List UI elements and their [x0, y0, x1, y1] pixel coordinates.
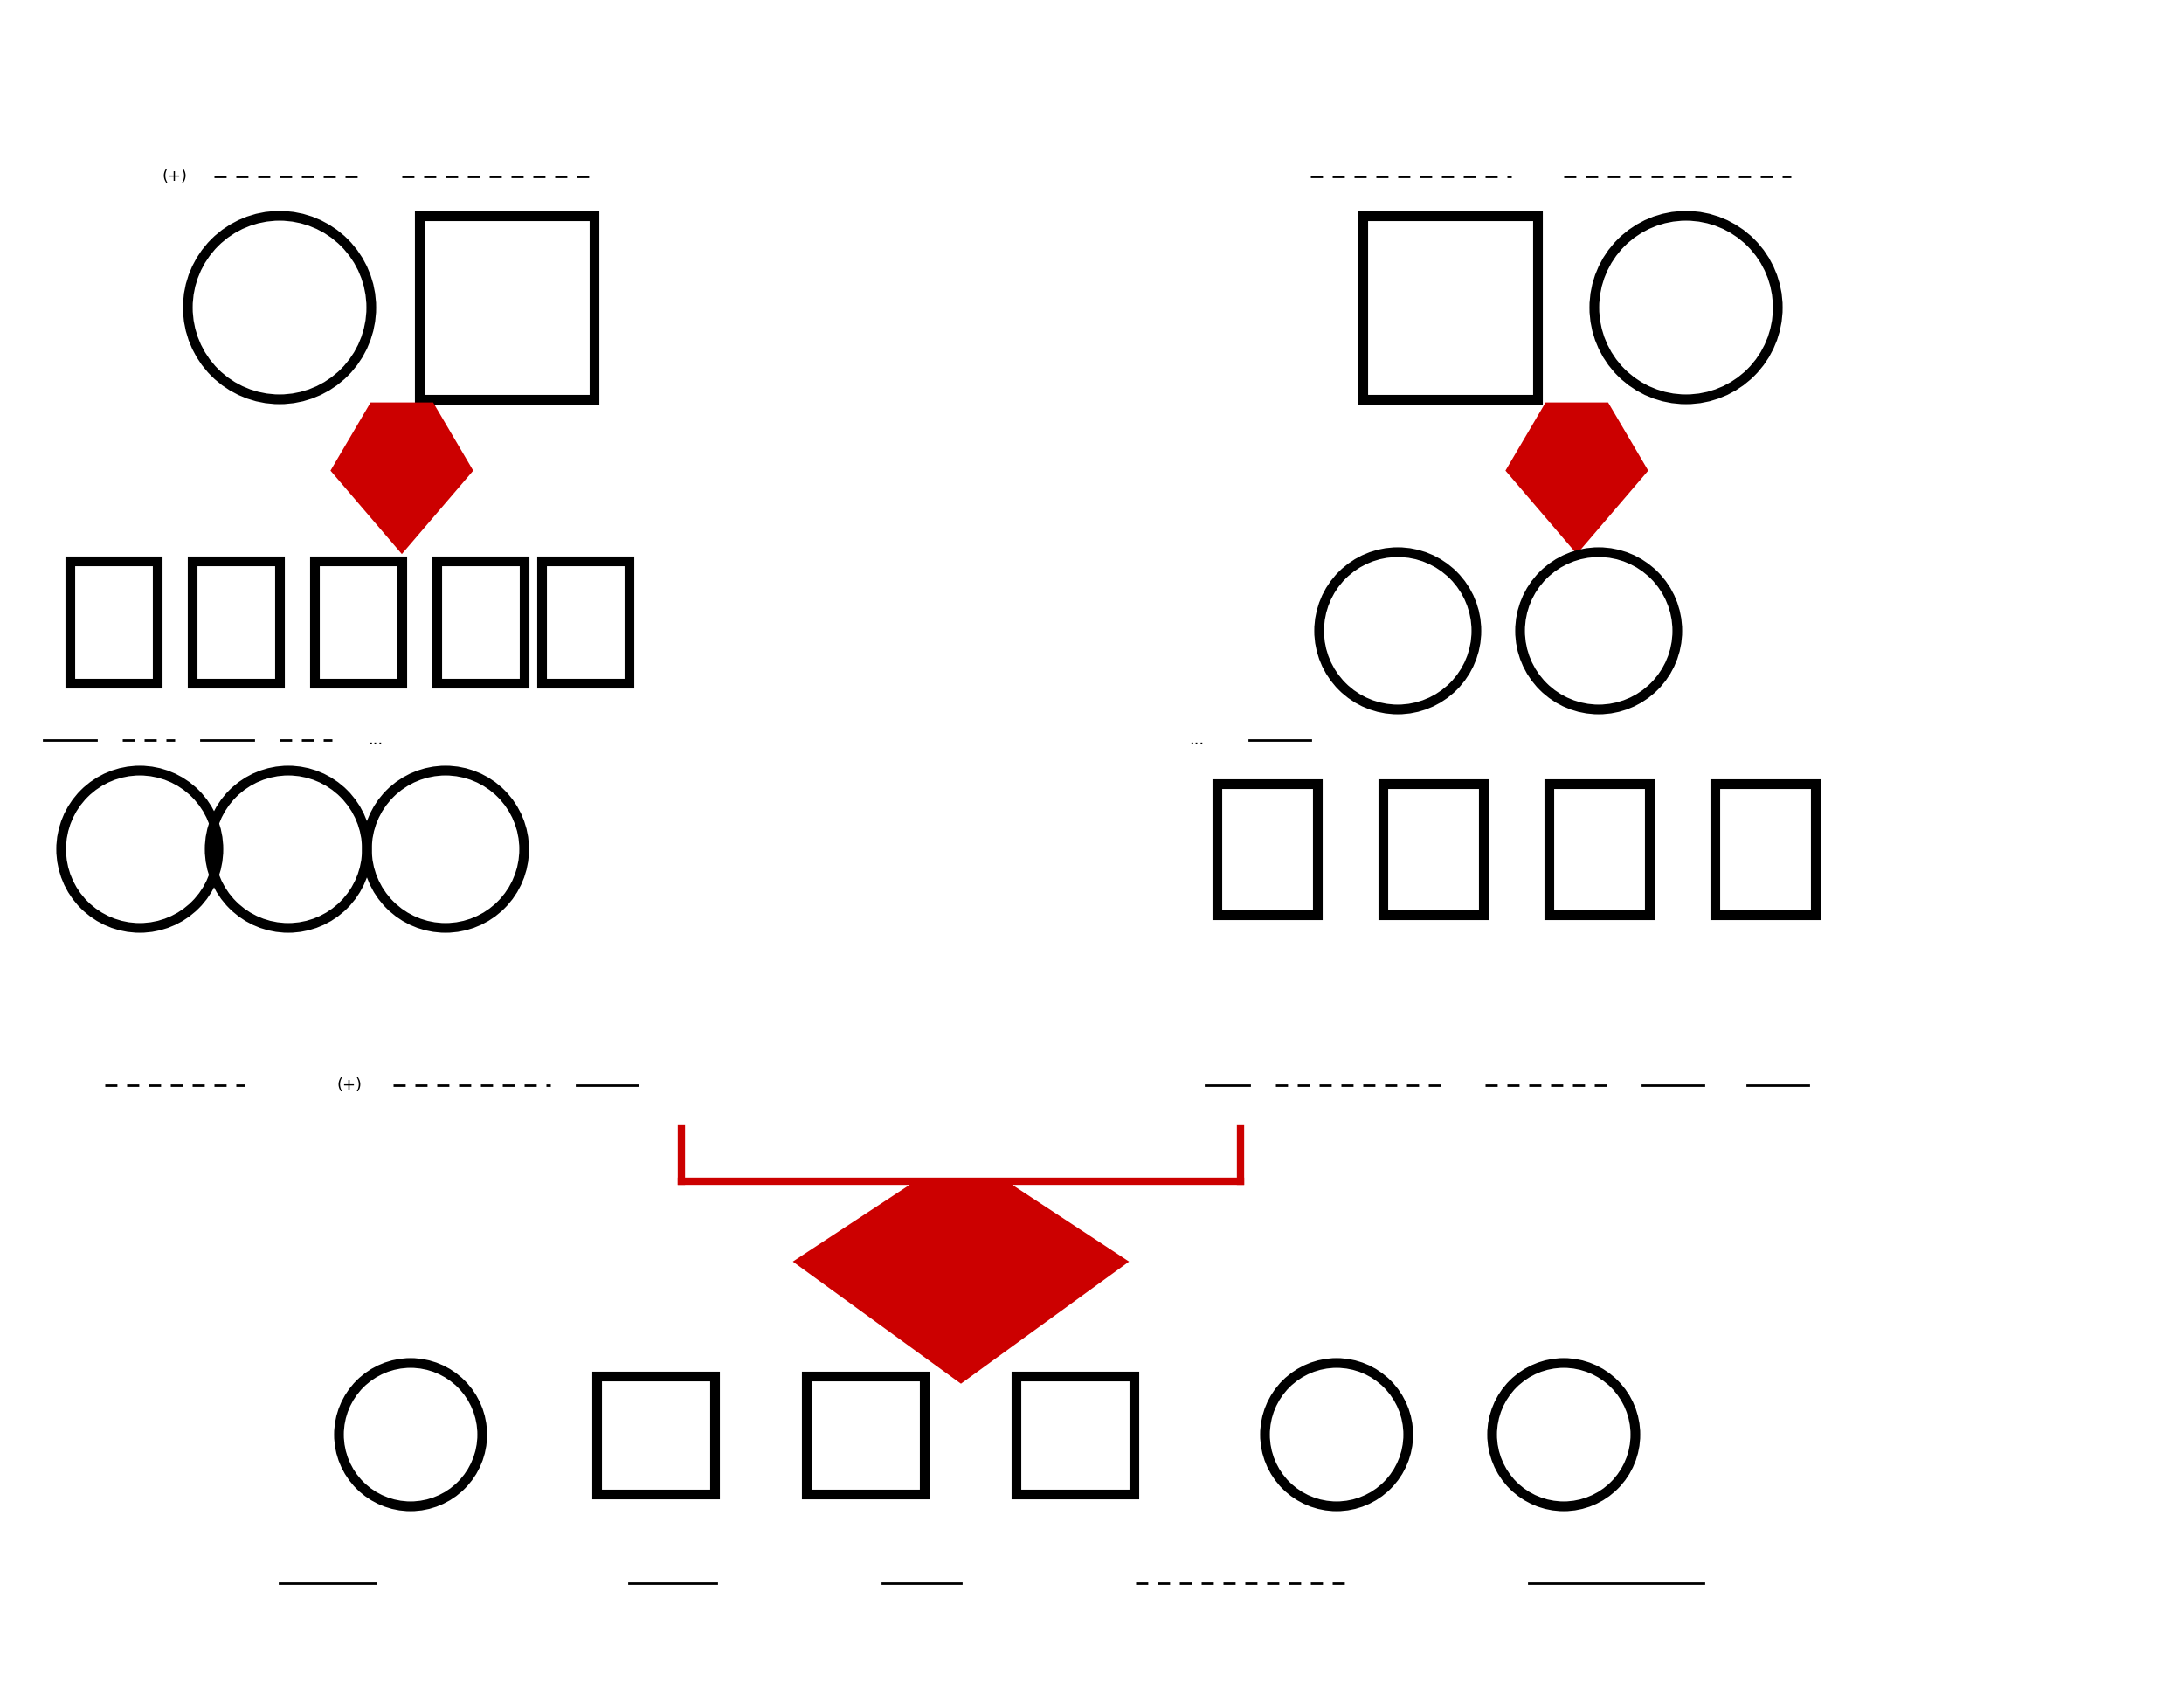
Polygon shape — [1507, 403, 1647, 552]
Polygon shape — [795, 1182, 1127, 1382]
Text: ...: ... — [1190, 733, 1203, 748]
Text: (+): (+) — [336, 1077, 363, 1094]
Bar — [596, 1376, 714, 1494]
Bar — [192, 560, 280, 684]
Bar — [1382, 783, 1483, 915]
Bar — [1016, 1376, 1133, 1494]
Bar — [806, 1376, 924, 1494]
Bar — [419, 216, 594, 400]
Bar — [437, 560, 524, 684]
Bar — [1363, 216, 1538, 400]
Text: ...: ... — [369, 733, 382, 748]
Bar — [1548, 783, 1649, 915]
Bar — [1714, 783, 1815, 915]
Text: (+): (+) — [162, 169, 188, 184]
Bar — [542, 560, 629, 684]
Polygon shape — [332, 403, 472, 552]
Bar — [70, 560, 157, 684]
Bar — [1216, 783, 1317, 915]
Bar — [314, 560, 402, 684]
